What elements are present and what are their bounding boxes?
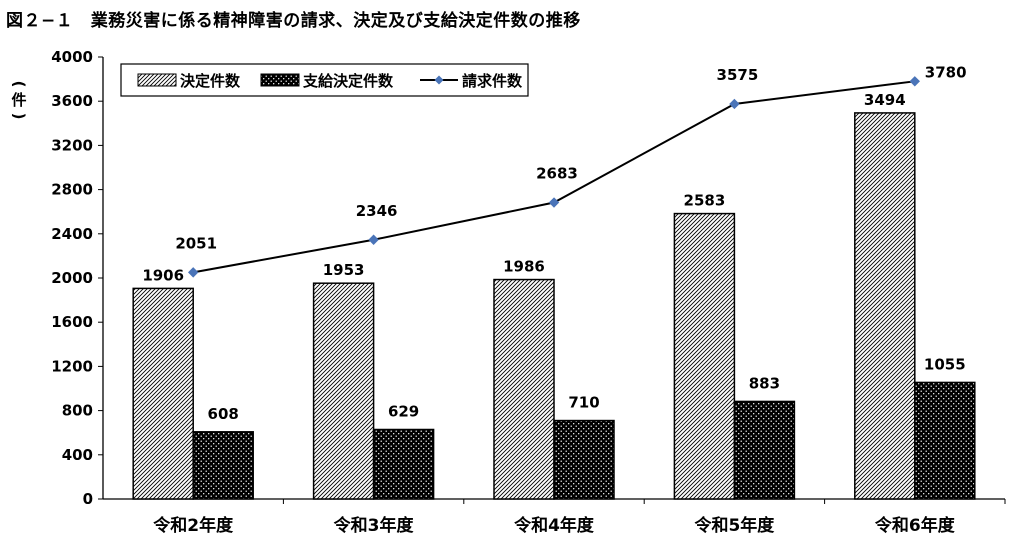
decision-bar [673,212,736,500]
approved-bar [192,431,254,500]
request-value-label: 3575 [717,66,759,84]
decision-value-label: 1906 [142,266,184,284]
decision-value-label: 3494 [864,91,906,109]
y-tick-label: 1200 [51,357,93,375]
approved-bar [553,419,615,500]
legend: 決定件数 支給決定件数 請求件数 [120,63,529,97]
request-point-marker [187,267,199,278]
request-value-label: 3780 [925,63,967,81]
y-tick-label: 2400 [51,225,93,243]
y-tick-label: 3200 [51,136,93,154]
y-tick-label: 800 [62,402,93,420]
x-category-label: 令和4年度 [514,515,595,536]
approved-bar [733,400,796,500]
request-line [187,76,921,278]
request-point-marker [909,76,921,87]
decision-bar [312,282,375,500]
decision-bar [132,287,194,500]
bars [132,112,976,500]
y-tick-label: 400 [62,446,93,464]
legend-swatch-decision [137,73,177,87]
approved-value-label: 608 [208,405,239,423]
decision-bar [493,278,555,500]
legend-marker-request [434,75,444,85]
legend-label-decision: 決定件数 [180,72,241,90]
y-tick-label: 2000 [51,269,93,287]
x-category-label: 令和2年度 [153,515,234,536]
request-point-marker [548,197,560,208]
x-category-label: 令和3年度 [334,515,415,536]
approved-value-label: 629 [388,402,419,420]
approved-bar [914,381,976,500]
request-value-label: 2683 [536,165,578,183]
legend-swatch-approved [260,73,300,87]
decision-value-label: 1986 [503,258,545,276]
y-tick-label: 3600 [51,92,93,110]
request-value-label: 2051 [175,234,217,252]
x-category-label: 令和5年度 [694,515,775,536]
data-labels: 1906 1953 1986 2583 3494 608 629 710 883 1055 2051… [142,63,966,423]
y-tick-label: 1600 [51,313,93,331]
x-category-label: 令和6年度 [875,515,956,536]
approved-value-label: 883 [749,374,780,392]
chart-title: 図２−１ 業務災害に係る精神障害の請求、決定及び支給決定件数の推移 [6,11,581,31]
decision-value-label: 2583 [684,192,726,210]
approved-value-label: 710 [568,394,599,412]
legend-box [120,63,529,97]
request-value-label: 2346 [356,202,398,220]
y-unit-label: 件 [11,91,27,109]
approved-value-label: 1055 [924,355,966,373]
request-point-marker [729,98,740,110]
y-tick-label: 4000 [51,48,93,66]
approved-bar [372,428,435,500]
legend-label-approved: 支給決定件数 [302,72,394,90]
y-tick-label: 0 [83,490,93,508]
y-tick-label: 2800 [51,181,93,199]
y-axis-unit: ( 件 ) [8,76,30,124]
request-point-marker [368,234,379,245]
decision-value-label: 1953 [323,261,365,279]
decision-bar [854,112,916,500]
legend-label-request: 請求件数 [462,72,523,90]
